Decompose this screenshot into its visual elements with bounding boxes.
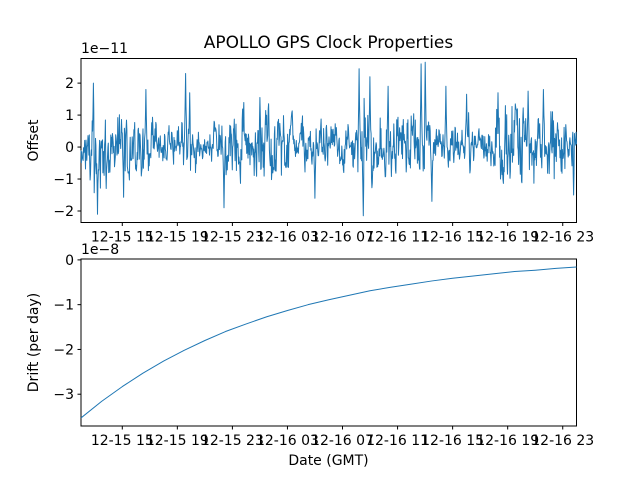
offset-y-axis-label: Offset bbox=[26, 119, 42, 162]
data-series-line bbox=[80, 266, 577, 419]
x-axis-label: Date (GMT) bbox=[288, 453, 368, 469]
x-tick-label: 12-16 23 bbox=[531, 433, 594, 449]
y-tick-label: −3 bbox=[53, 387, 74, 403]
x-tick-label: 12-16 03 bbox=[256, 433, 319, 449]
offset-scale-label: 1e−11 bbox=[81, 41, 128, 57]
y-tick-label: 0 bbox=[65, 253, 74, 269]
x-tick-label: 12-15 19 bbox=[146, 230, 209, 246]
y-tick-label: −2 bbox=[53, 204, 74, 220]
y-tick-label: 0 bbox=[65, 140, 74, 156]
x-tick-label: 12-16 23 bbox=[531, 230, 594, 246]
x-tick-label: 12-16 03 bbox=[256, 230, 319, 246]
y-tick-label: −2 bbox=[53, 342, 74, 358]
x-tick-label: 12-15 15 bbox=[91, 433, 154, 449]
x-tick-label: 12-16 07 bbox=[311, 433, 374, 449]
y-tick-label: 1 bbox=[65, 108, 74, 124]
x-tick-label: 12-16 11 bbox=[366, 433, 429, 449]
drift-scale-label: 1e−8 bbox=[81, 242, 119, 258]
x-tick-label: 12-16 19 bbox=[476, 433, 539, 449]
y-tick-label: −1 bbox=[53, 172, 74, 188]
axes-frame bbox=[80, 258, 577, 427]
chart-title: APOLLO GPS Clock Properties bbox=[204, 33, 454, 53]
x-tick-label: 12-16 11 bbox=[366, 230, 429, 246]
y-tick-label: 2 bbox=[65, 76, 74, 92]
x-tick-label: 12-16 15 bbox=[421, 433, 484, 449]
data-series-line bbox=[80, 61, 577, 217]
x-tick-label: 12-15 23 bbox=[201, 230, 264, 246]
x-tick-label: 12-15 15 bbox=[91, 230, 154, 246]
x-tick-label: 12-16 19 bbox=[476, 230, 539, 246]
x-tick-label: 12-16 07 bbox=[311, 230, 374, 246]
x-tick-label: 12-16 15 bbox=[421, 230, 484, 246]
drift-y-axis-label: Drift (per day) bbox=[26, 293, 42, 392]
x-tick-label: 12-15 19 bbox=[146, 433, 209, 449]
y-tick-label: −1 bbox=[53, 298, 74, 314]
x-tick-label: 12-15 23 bbox=[201, 433, 264, 449]
